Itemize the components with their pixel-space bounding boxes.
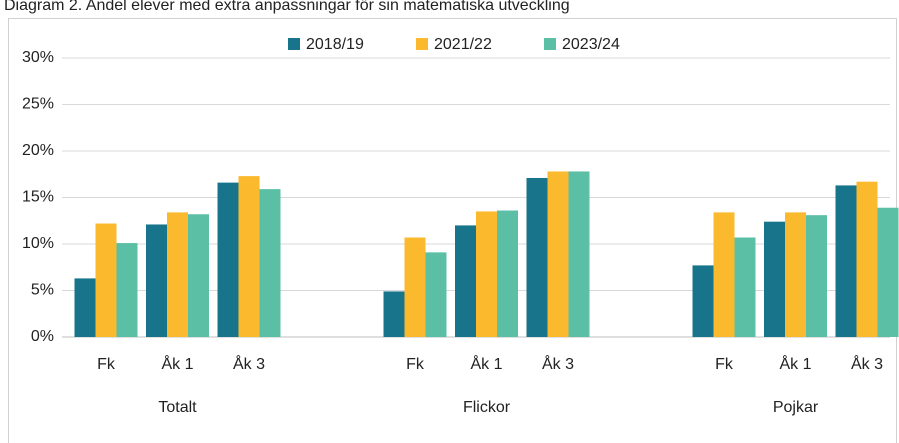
bar [785, 212, 806, 337]
x-tick-label: Fk [715, 356, 734, 373]
bar [806, 215, 827, 337]
legend-swatch [416, 38, 428, 50]
bar [764, 221, 785, 337]
group-label: Totalt [158, 399, 197, 416]
bar [238, 176, 260, 337]
bar [856, 181, 878, 337]
legend-label: 2023/24 [562, 36, 620, 53]
bar [425, 252, 447, 337]
bar [146, 224, 167, 337]
y-tick-label: 0% [31, 328, 54, 345]
x-tick-label: Fk [97, 356, 116, 373]
bar [713, 212, 735, 337]
bar [568, 171, 590, 337]
bar [455, 225, 476, 337]
bar [116, 243, 138, 337]
bar [476, 211, 497, 337]
legend-label: 2018/19 [306, 36, 364, 53]
x-tick-label: Åk 1 [161, 354, 193, 373]
group-label: Flickor [463, 399, 511, 416]
y-tick-label: 25% [22, 96, 54, 113]
bar [526, 177, 548, 337]
legend-label: 2021/22 [434, 36, 492, 53]
bar [95, 223, 117, 337]
bar [692, 265, 714, 337]
x-tick-label: Åk 3 [233, 354, 265, 373]
bar [547, 171, 569, 337]
y-tick-label: 30% [22, 49, 54, 66]
legend-swatch [544, 38, 556, 50]
bar [877, 207, 899, 337]
x-tick-label: Åk 1 [470, 354, 502, 373]
bar [74, 278, 96, 337]
bar [188, 214, 209, 337]
bar [734, 237, 756, 337]
bar [167, 212, 188, 337]
x-tick-label: Åk 3 [851, 354, 883, 373]
bar [404, 237, 426, 337]
x-tick-label: Fk [406, 356, 425, 373]
x-tick-label: Åk 1 [779, 354, 811, 373]
y-tick-label: 10% [22, 235, 54, 252]
y-tick-label: 15% [22, 189, 54, 206]
chart-frame [8, 18, 897, 443]
x-tick-label: Åk 3 [542, 354, 574, 373]
bar [497, 210, 518, 337]
bar [217, 182, 239, 337]
group-label: Pojkar [773, 399, 819, 416]
bar [835, 185, 857, 337]
y-tick-label: 20% [22, 142, 54, 159]
bar [259, 189, 281, 337]
legend-swatch [288, 38, 300, 50]
y-tick-label: 5% [31, 282, 54, 299]
chart-title: Diagram 2. Andel elever med extra anpass… [4, 0, 570, 14]
bar [383, 291, 405, 337]
